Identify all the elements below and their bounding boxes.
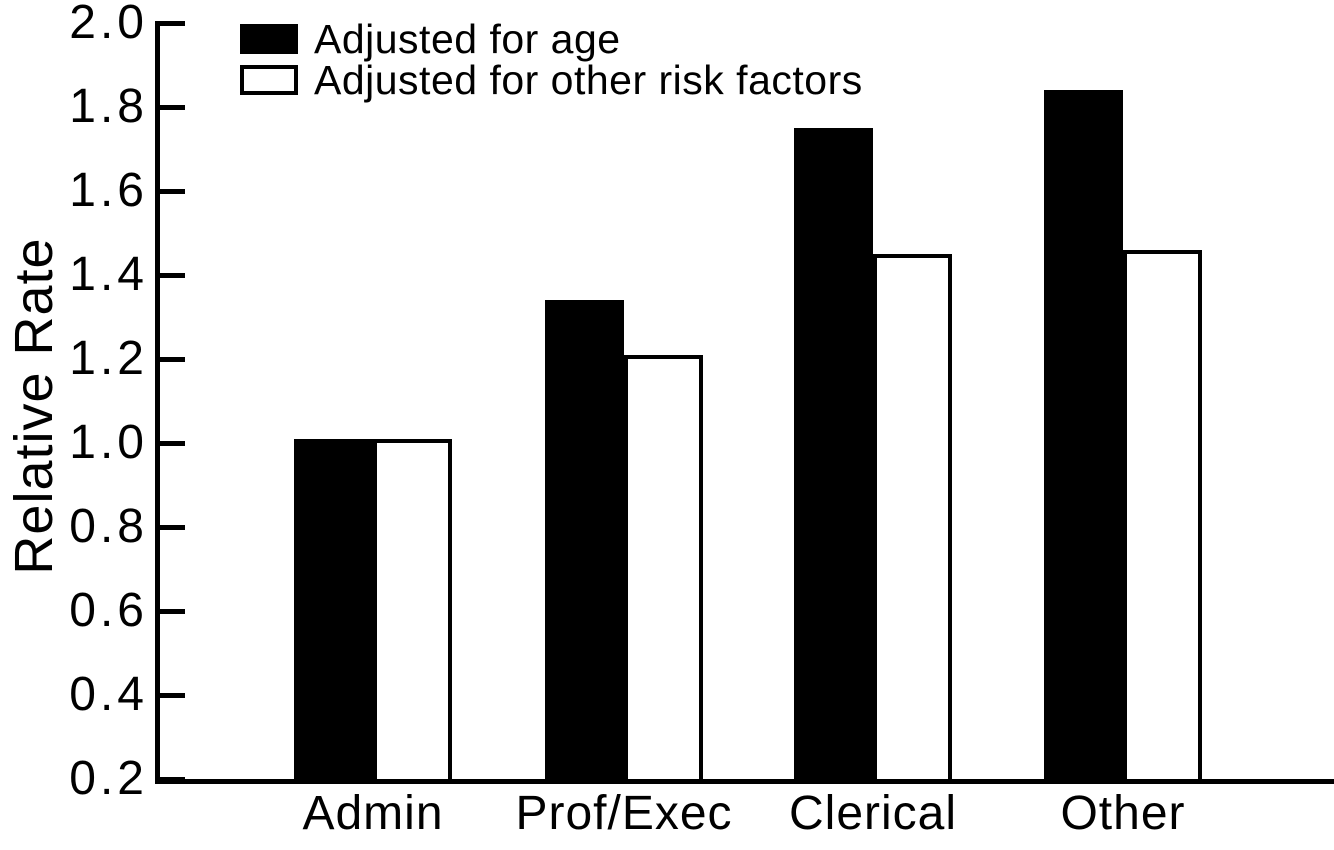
y-tick-label: 1.2 (69, 332, 148, 385)
axes-frame (155, 21, 1334, 784)
y-tick-mark (160, 609, 185, 614)
y-tick-mark (160, 21, 185, 26)
y-tick-mark (160, 693, 185, 698)
x-category-label: Other (1060, 787, 1186, 840)
bar-risk-adjusted-clerical (873, 254, 952, 783)
y-tick-mark (160, 441, 185, 446)
x-category-label: Clerical (788, 787, 958, 840)
bar-age-adjusted-prof-exec (545, 300, 624, 783)
bar-risk-adjusted-prof-exec (624, 355, 703, 783)
y-tick-mark (160, 273, 185, 278)
legend-row: Adjusted for other risk factors (240, 57, 863, 103)
bar-age-adjusted-clerical (794, 128, 873, 783)
legend-label: Adjusted for age (314, 16, 621, 62)
bar-age-adjusted-other (1044, 90, 1123, 783)
bar-risk-adjusted-admin (373, 439, 452, 783)
y-tick-label: 0.2 (69, 752, 148, 805)
y-tick-mark (160, 357, 185, 362)
y-tick-mark (160, 189, 185, 194)
y-tick-label: 0.4 (69, 668, 148, 721)
y-tick-label: 2.0 (69, 0, 148, 49)
legend-swatch-hollow-icon (240, 65, 298, 95)
bar-risk-adjusted-other (1123, 250, 1202, 783)
bar-age-adjusted-admin (294, 439, 373, 783)
y-tick-mark (160, 525, 185, 530)
y-tick-label: 0.6 (69, 584, 148, 637)
y-tick-label: 1.4 (69, 248, 148, 301)
y-tick-label: 1.0 (69, 416, 148, 469)
legend: Adjusted for age Adjusted for other risk … (240, 16, 863, 103)
y-tick-mark (160, 777, 185, 782)
legend-row: Adjusted for age (240, 16, 863, 62)
legend-label: Adjusted for other risk factors (314, 57, 863, 103)
x-category-label: Admin (302, 787, 444, 840)
y-tick-label: 0.8 (69, 500, 148, 553)
legend-swatch-filled-icon (240, 24, 298, 54)
y-tick-label: 1.6 (69, 164, 148, 217)
x-category-label: Prof/Exec (515, 787, 733, 840)
y-tick-label: 1.8 (69, 80, 148, 133)
y-tick-mark (160, 105, 185, 110)
